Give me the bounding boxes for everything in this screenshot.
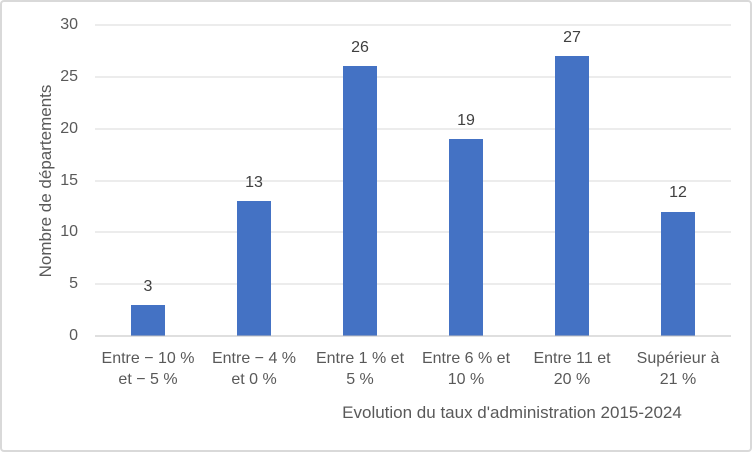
y-tick-label: 5	[69, 275, 78, 293]
category-slot: 19	[413, 25, 519, 336]
bar-value-label: 27	[563, 28, 581, 46]
x-axis-line	[95, 335, 731, 337]
category-slot: 12	[625, 25, 731, 336]
bar-value-label: 26	[351, 39, 369, 57]
bar	[555, 56, 589, 336]
gridline	[95, 283, 731, 285]
gridline	[95, 231, 731, 233]
category-slot: 13	[201, 25, 307, 336]
x-axis-category-labels: Entre − 10 % et − 5 % Entre − 4 % et 0 % E…	[95, 348, 731, 390]
x-category-label: Entre 6 % et 10 %	[421, 350, 511, 388]
y-tick-label: 10	[60, 223, 78, 241]
bar	[661, 211, 695, 336]
y-tick-label: 0	[69, 327, 78, 344]
category-slot: 27	[519, 25, 625, 336]
bar-value-label: 19	[457, 111, 475, 129]
y-tick-label: 25	[60, 67, 78, 85]
bar	[343, 66, 377, 336]
plot-area: 3 13 26 19 27 12	[95, 24, 731, 337]
x-category-label: Entre − 4 % et 0 %	[211, 350, 297, 388]
gridline	[95, 128, 731, 130]
bar-value-label: 3	[143, 277, 153, 295]
y-tick-label: 20	[60, 119, 78, 137]
bar-value-label: 13	[245, 174, 263, 192]
bar-value-label: 12	[669, 184, 687, 202]
x-category-label: Entre − 10 % et − 5 %	[101, 350, 195, 388]
bar	[237, 201, 271, 336]
x-category-label: Supérieur à 21 %	[636, 350, 720, 388]
y-tick-label: 30	[60, 16, 78, 33]
category-slot: 3	[95, 25, 201, 336]
gridline	[95, 180, 731, 181]
x-category-label: Entre 11 et 20 %	[533, 350, 611, 388]
bar	[131, 304, 165, 336]
category-slot: 26	[307, 25, 413, 336]
gridline	[95, 76, 731, 78]
x-axis-title: Evolution du taux d'administration 2015-…	[342, 403, 682, 422]
y-tick-label: 15	[60, 171, 78, 189]
bar	[449, 139, 483, 336]
gridline	[95, 24, 731, 26]
x-category-label: Entre 1 % et 5 %	[315, 350, 405, 388]
y-axis-tick-labels: 0 5 10 15 20 25 30	[2, 17, 78, 344]
